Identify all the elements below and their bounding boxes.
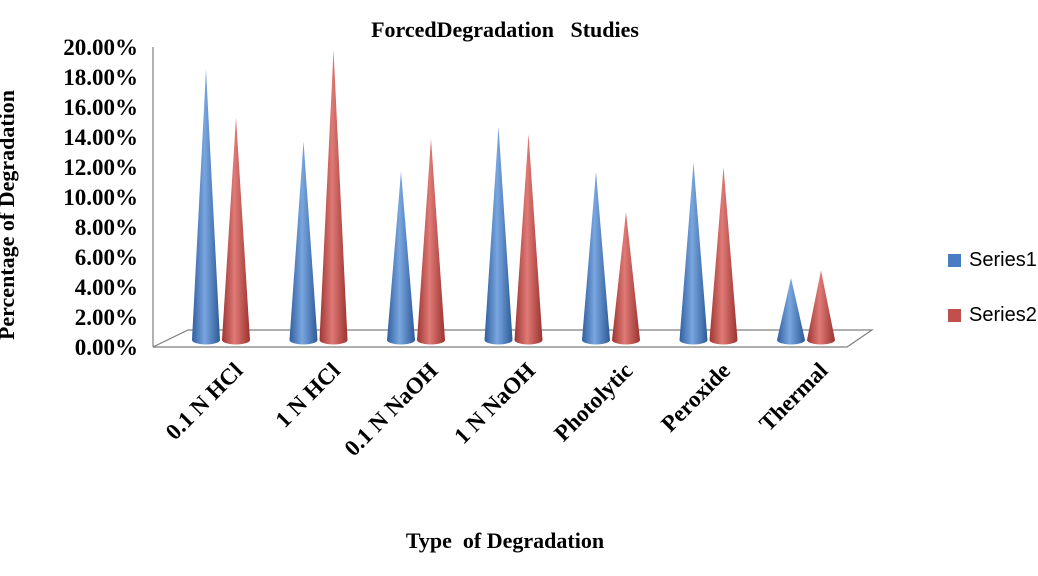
x-tick-label: 1 N HCl — [270, 358, 345, 433]
y-axis-title: Percentage of Degradation — [0, 90, 19, 340]
bar-series1-7 — [777, 278, 805, 345]
x-tick-label: 0.1 N NaOH — [339, 358, 442, 461]
x-tick-label: Peroxide — [656, 358, 735, 437]
y-tick-label: 0.00% — [75, 335, 138, 360]
cone-shape — [612, 212, 640, 345]
cone-shape — [807, 270, 835, 345]
x-tick-label: Photolytic — [549, 358, 637, 446]
bar-series2-6 — [709, 167, 738, 345]
y-tick-label: 18.00% — [63, 65, 138, 90]
y-tick-label: 16.00% — [63, 95, 138, 120]
bar-series1-6 — [679, 162, 708, 345]
bar-series2-1 — [222, 117, 250, 345]
y-tick-label: 14.00% — [63, 125, 138, 150]
cone-shape — [709, 167, 738, 345]
y-tick-label: 20.00% — [63, 35, 138, 60]
y-tick-label: 10.00% — [63, 185, 138, 210]
cone-shape — [417, 138, 445, 345]
cone-shape — [192, 69, 220, 345]
x-tick-label: 1 N NaOH — [449, 358, 540, 449]
floor-plane — [152, 329, 874, 348]
chart-floor — [152, 329, 874, 348]
y-tick-label: 8.00% — [75, 215, 138, 240]
cone-shape — [777, 278, 805, 345]
x-tick-label: Thermal — [754, 358, 832, 436]
bar-series1-1 — [192, 69, 220, 345]
legend-swatch — [948, 309, 961, 322]
x-axis-title: Type of Degradation — [406, 528, 604, 553]
legend-swatch — [948, 254, 961, 267]
cone-shape — [582, 171, 610, 345]
cone-shape — [222, 117, 250, 345]
bar-series1-4 — [484, 126, 513, 345]
legend-label: Series1 — [969, 249, 1037, 271]
bar-cones — [192, 50, 835, 345]
y-tick-label: 2.00% — [75, 305, 138, 330]
bar-series1-3 — [387, 171, 415, 345]
y-tick-label: 12.00% — [63, 155, 138, 180]
cone-shape — [289, 141, 318, 345]
y-tick-label: 6.00% — [75, 245, 138, 270]
cone-shape — [514, 134, 543, 345]
x-tick-label: 0.1 N HCl — [161, 358, 248, 445]
bar-series2-3 — [417, 138, 445, 345]
cone-shape — [319, 50, 348, 345]
bar-series1-5 — [582, 171, 610, 345]
cone-shape — [484, 126, 513, 345]
y-tick-label: 4.00% — [75, 275, 138, 300]
bar-series2-7 — [807, 270, 835, 345]
legend: Series1 Series2 — [948, 249, 1037, 326]
cone-shape — [387, 171, 415, 345]
y-axis: 0.00% 2.00% 4.00% 6.00% 8.00% 10.00% 12.00% 14.… — [63, 35, 154, 360]
y-tick-labels: 0.00% 2.00% 4.00% 6.00% 8.00% 10.00% 12.00% 14.… — [63, 35, 138, 360]
bar-series1-2 — [289, 141, 318, 345]
bar-series2-5 — [612, 212, 640, 345]
chart-title: ForcedDegradation Studies — [371, 17, 639, 42]
cone-shape — [679, 162, 708, 345]
legend-label: Series2 — [969, 304, 1037, 326]
bar-series2-4 — [514, 134, 543, 345]
bar-series2-2 — [319, 50, 348, 345]
